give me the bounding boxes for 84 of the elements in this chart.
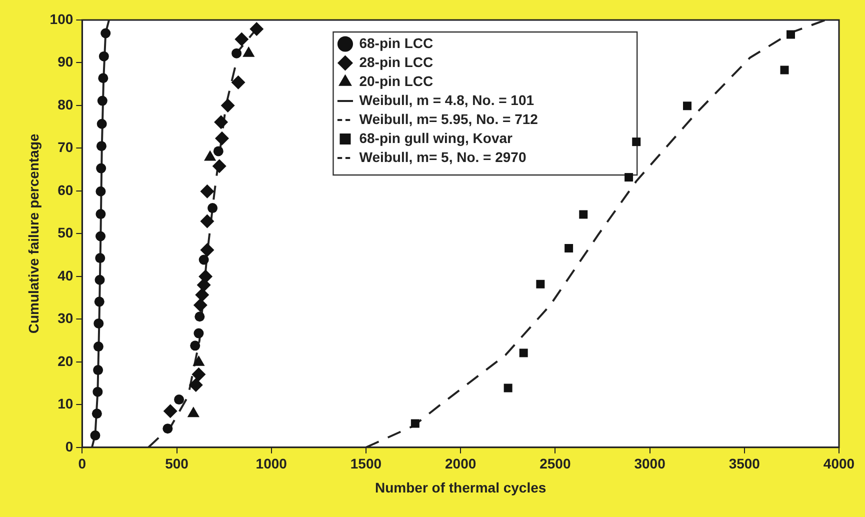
point xyxy=(232,48,242,58)
point xyxy=(98,51,109,62)
point xyxy=(94,274,105,285)
point xyxy=(96,141,106,152)
y-tick-label: 70 xyxy=(58,139,74,156)
point xyxy=(214,131,229,146)
point xyxy=(92,408,102,419)
x-tick-label: 0 xyxy=(78,456,86,472)
point xyxy=(504,384,512,392)
point xyxy=(198,254,209,265)
y-tick-label: 50 xyxy=(58,224,74,241)
y-tick-label: 40 xyxy=(58,267,74,284)
point xyxy=(92,386,103,397)
y-tick-label: 20 xyxy=(58,352,74,369)
point xyxy=(212,159,226,174)
point xyxy=(95,253,106,264)
point xyxy=(96,163,106,174)
point xyxy=(93,342,104,352)
x-tick-label: 3000 xyxy=(634,456,666,472)
point xyxy=(90,430,100,440)
legend-label: 28-pin LCC xyxy=(359,54,434,70)
point xyxy=(208,203,218,214)
point xyxy=(93,365,104,376)
point xyxy=(213,146,224,156)
x-tick-label: 500 xyxy=(165,456,189,472)
point xyxy=(96,231,106,242)
point xyxy=(519,348,528,358)
y-tick-label: 90 xyxy=(58,54,74,70)
point xyxy=(198,269,213,284)
point xyxy=(632,138,641,146)
point xyxy=(683,102,692,110)
legend-label: Weibull, m= 5.95, No. = 712 xyxy=(359,110,538,127)
legend-label: 68-pin gull wing, Kovar xyxy=(359,130,514,146)
point xyxy=(190,340,200,351)
y-tick-label: 60 xyxy=(58,182,74,198)
point xyxy=(193,298,208,312)
legend-label: 68-pin LCC xyxy=(359,34,434,51)
y-tick-label: 80 xyxy=(58,96,74,112)
point xyxy=(162,424,173,434)
point xyxy=(98,73,108,84)
x-axis-title: Number of thermal cycles xyxy=(374,479,546,496)
point xyxy=(536,280,545,288)
point xyxy=(410,419,420,428)
point xyxy=(250,22,264,36)
point xyxy=(564,244,574,252)
y-tick-label: 0 xyxy=(65,438,74,454)
x-tick-label: 1500 xyxy=(350,456,382,472)
point xyxy=(96,186,106,196)
y-tick-label: 30 xyxy=(58,310,74,326)
point xyxy=(780,66,789,74)
point xyxy=(579,210,588,219)
legend-label: Weibull, m = 4.8, No. = 101 xyxy=(359,92,534,108)
point xyxy=(94,318,104,328)
x-tick-label: 1000 xyxy=(256,456,288,472)
point xyxy=(174,394,184,405)
y-tick-label: 10 xyxy=(58,396,74,412)
point xyxy=(220,98,235,112)
point xyxy=(624,173,634,182)
x-tick-label: 4000 xyxy=(823,456,855,472)
point xyxy=(94,296,104,307)
point xyxy=(200,184,214,198)
point xyxy=(97,96,108,106)
point xyxy=(200,242,214,257)
x-tick-label: 2500 xyxy=(540,456,571,472)
x-tick-label: 3500 xyxy=(728,456,760,472)
point xyxy=(214,115,228,130)
point xyxy=(194,328,204,338)
y-axis-title: Cumulative failure percentage xyxy=(25,134,42,334)
point xyxy=(195,288,210,302)
y-tick-label: 100 xyxy=(50,10,74,27)
point xyxy=(231,75,246,90)
point xyxy=(188,378,203,392)
point xyxy=(786,30,795,39)
point xyxy=(192,367,206,382)
x-tick-label: 2000 xyxy=(445,456,476,472)
legend-label: 20-pin LCC xyxy=(359,72,434,89)
point xyxy=(96,209,106,220)
point xyxy=(234,32,249,46)
point xyxy=(200,214,214,228)
point xyxy=(194,312,205,322)
point xyxy=(100,28,111,38)
point xyxy=(96,118,107,129)
legend-label: Weibull, m= 5, No. = 2970 xyxy=(359,148,526,165)
point xyxy=(163,404,178,418)
